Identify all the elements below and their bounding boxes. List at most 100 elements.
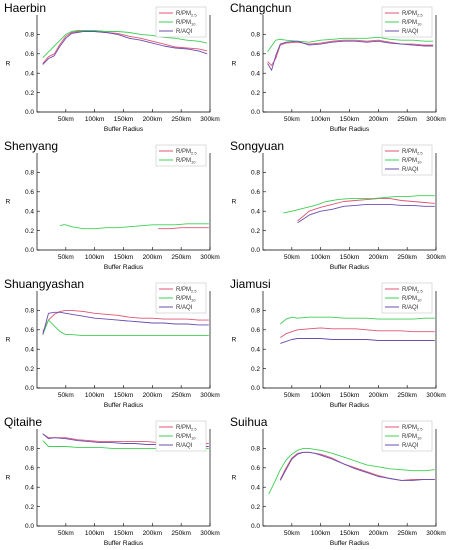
chart-panel: Qitaihe 0.0 0.2 0.4 0.6 0.8 50km 100km 150km 200k…: [4, 415, 220, 547]
legend: R/PM2.5 R/PM10 R/AQI: [155, 6, 207, 38]
y-tick-label: 0.6: [25, 465, 34, 472]
series-line-pm25: [158, 227, 209, 230]
x-tick-label: 150km: [114, 254, 134, 261]
x-tick-label: 50km: [58, 530, 74, 537]
legend-label: R/PM2.5: [176, 149, 197, 156]
x-tick-label: 250km: [397, 392, 417, 399]
legend-label: R/AQI: [402, 443, 419, 449]
chart-title: Suihua: [230, 415, 268, 429]
y-tick-label: 0.2: [251, 504, 260, 511]
x-tick-label: 250km: [397, 254, 417, 261]
x-tick-label: 150km: [340, 254, 360, 261]
x-tick-label: 200km: [369, 116, 389, 123]
chart-title: Changchun: [230, 1, 291, 15]
y-tick-label: 0.4: [251, 208, 260, 215]
legend-label: R/PM2.5: [402, 287, 423, 294]
x-tick-label: 300km: [200, 254, 220, 261]
x-tick-label: 50km: [284, 392, 300, 399]
x-tick-label: 300km: [200, 116, 220, 123]
series-line-aqi: [42, 311, 209, 335]
y-tick-label: 0.8: [251, 308, 260, 315]
series-line-pm25: [279, 451, 435, 481]
series-line-aqi: [279, 451, 435, 481]
legend-label: R/PM2.5: [176, 11, 197, 18]
legend-label: R/PM10: [176, 434, 196, 441]
x-tick-label: 250km: [171, 392, 191, 399]
series-line-aqi: [297, 203, 435, 224]
y-tick-label: 0.8: [251, 32, 260, 39]
y-axis-label: R: [6, 61, 11, 68]
y-axis-label: R: [6, 475, 11, 482]
x-tick-label: 200km: [369, 254, 389, 261]
chart-panel: Shuangyashan 0.0 0.2 0.4 0.6 0.8 50km 100km 150k…: [4, 277, 220, 409]
legend-label: R/AQI: [402, 167, 419, 173]
y-tick-label: 0.4: [251, 70, 260, 77]
series-line-pm10: [42, 319, 209, 337]
y-tick-label: 0.0: [25, 109, 34, 116]
chart-panel: Haerbin 0.0 0.2 0.4 0.6 0.8 50km 100km 150km 200k…: [4, 1, 220, 133]
x-tick-label: 250km: [171, 254, 191, 261]
x-tick-label: 300km: [200, 392, 220, 399]
y-tick-label: 0.2: [25, 90, 34, 97]
y-tick-label: 0.0: [251, 109, 260, 116]
x-tick-label: 100km: [85, 530, 105, 537]
x-tick-label: 150km: [340, 116, 360, 123]
x-tick-label: 300km: [426, 254, 446, 261]
x-tick-label: 50km: [284, 254, 300, 261]
legend-label: R/PM10: [402, 296, 422, 303]
y-tick-label: 0.0: [25, 247, 34, 254]
y-tick-label: 0.8: [25, 446, 34, 453]
chart-title: Haerbin: [4, 1, 46, 15]
x-axis-label: Buffer Radius: [330, 402, 370, 409]
chart-title: Shenyang: [4, 139, 58, 153]
legend-box: [381, 6, 433, 38]
legend-label: R/PM10: [402, 158, 422, 165]
y-tick-label: 0.8: [25, 308, 34, 315]
y-tick-label: 0.2: [251, 90, 260, 97]
legend-label: R/AQI: [176, 305, 193, 311]
x-tick-label: 250km: [397, 116, 417, 123]
y-tick-label: 0.2: [25, 504, 34, 511]
y-tick-label: 0.6: [25, 51, 34, 58]
x-axis-label: Buffer Radius: [104, 402, 144, 409]
y-tick-label: 0.2: [25, 366, 34, 373]
legend-label: R/PM10: [176, 20, 196, 27]
x-tick-label: 150km: [114, 116, 134, 123]
y-tick-label: 0.4: [25, 484, 34, 491]
chart-title: Songyuan: [230, 139, 284, 153]
y-tick-label: 0.0: [251, 523, 260, 530]
legend-label: R/AQI: [176, 29, 193, 35]
y-tick-label: 0.6: [251, 465, 260, 472]
x-tick-label: 100km: [85, 254, 105, 261]
x-tick-label: 300km: [426, 116, 446, 123]
x-tick-label: 300km: [426, 392, 446, 399]
series-line-pm10: [268, 447, 435, 495]
y-tick-label: 0.8: [25, 32, 34, 39]
y-tick-label: 0.0: [251, 385, 260, 392]
series-line-pm10: [42, 30, 208, 59]
chart-title: Shuangyashan: [4, 277, 84, 291]
chart-panel: Suihua 0.0 0.2 0.4 0.6 0.8 50km 100km 150km 200km…: [230, 415, 446, 547]
x-tick-label: 200km: [143, 530, 163, 537]
x-tick-label: 250km: [397, 530, 417, 537]
x-axis-label: Buffer Radius: [104, 540, 144, 547]
x-tick-label: 100km: [311, 254, 331, 261]
x-tick-label: 200km: [369, 392, 389, 399]
legend-label: R/AQI: [402, 305, 419, 311]
legend-label: R/PM2.5: [402, 425, 423, 432]
x-tick-label: 100km: [311, 530, 331, 537]
x-axis-label: Buffer Radius: [104, 264, 144, 271]
legend-box: [155, 144, 207, 167]
x-tick-label: 150km: [114, 392, 134, 399]
legend: R/PM2.5 R/PM10 R/AQI: [381, 282, 433, 314]
x-tick-label: 200km: [143, 116, 163, 123]
y-tick-label: 0.6: [251, 327, 260, 334]
y-tick-label: 0.2: [251, 228, 260, 235]
series-line-pm10: [267, 36, 434, 53]
series-line-aqi: [42, 31, 208, 65]
series-line-pm25: [297, 198, 435, 222]
y-tick-label: 0.2: [25, 228, 34, 235]
x-tick-label: 50km: [284, 116, 300, 123]
y-axis-label: R: [232, 475, 237, 482]
